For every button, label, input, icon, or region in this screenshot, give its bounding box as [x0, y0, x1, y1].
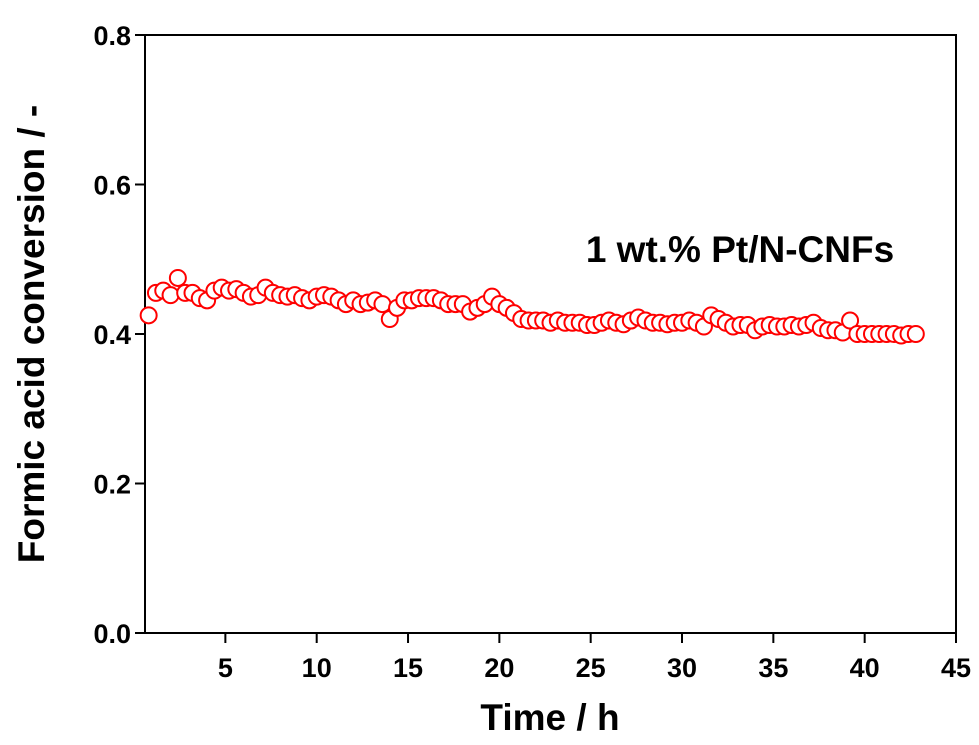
x-tick-label: 35: [758, 653, 788, 683]
y-tick-label: 0.8: [93, 21, 131, 51]
x-tick-label: 15: [393, 653, 423, 683]
x-tick-label: 40: [850, 653, 880, 683]
y-tick-label: 0.0: [93, 619, 131, 649]
x-tick-label: 45: [941, 653, 971, 683]
data-point: [139, 306, 158, 325]
plot-frame: [144, 34, 957, 634]
data-point: [373, 295, 392, 314]
y-tick-label: 0.2: [93, 470, 131, 500]
data-point: [161, 286, 180, 305]
data-point: [841, 311, 860, 330]
y-axis-label: Formic acid conversion / -: [11, 105, 52, 564]
x-tick-label: 10: [302, 653, 332, 683]
data-point: [906, 325, 925, 343]
y-tick-label: 0.4: [93, 320, 131, 350]
annotation: 1 wt.% Pt/N-CNFs: [586, 229, 894, 270]
x-tick-label: 30: [667, 653, 697, 683]
x-tick-label: 5: [218, 653, 233, 683]
x-axis-label: Time / h: [480, 697, 619, 738]
y-tick-label: 0.6: [93, 171, 131, 201]
x-tick-label: 20: [484, 653, 514, 683]
data-point: [168, 268, 187, 287]
x-tick-label: 25: [576, 653, 606, 683]
